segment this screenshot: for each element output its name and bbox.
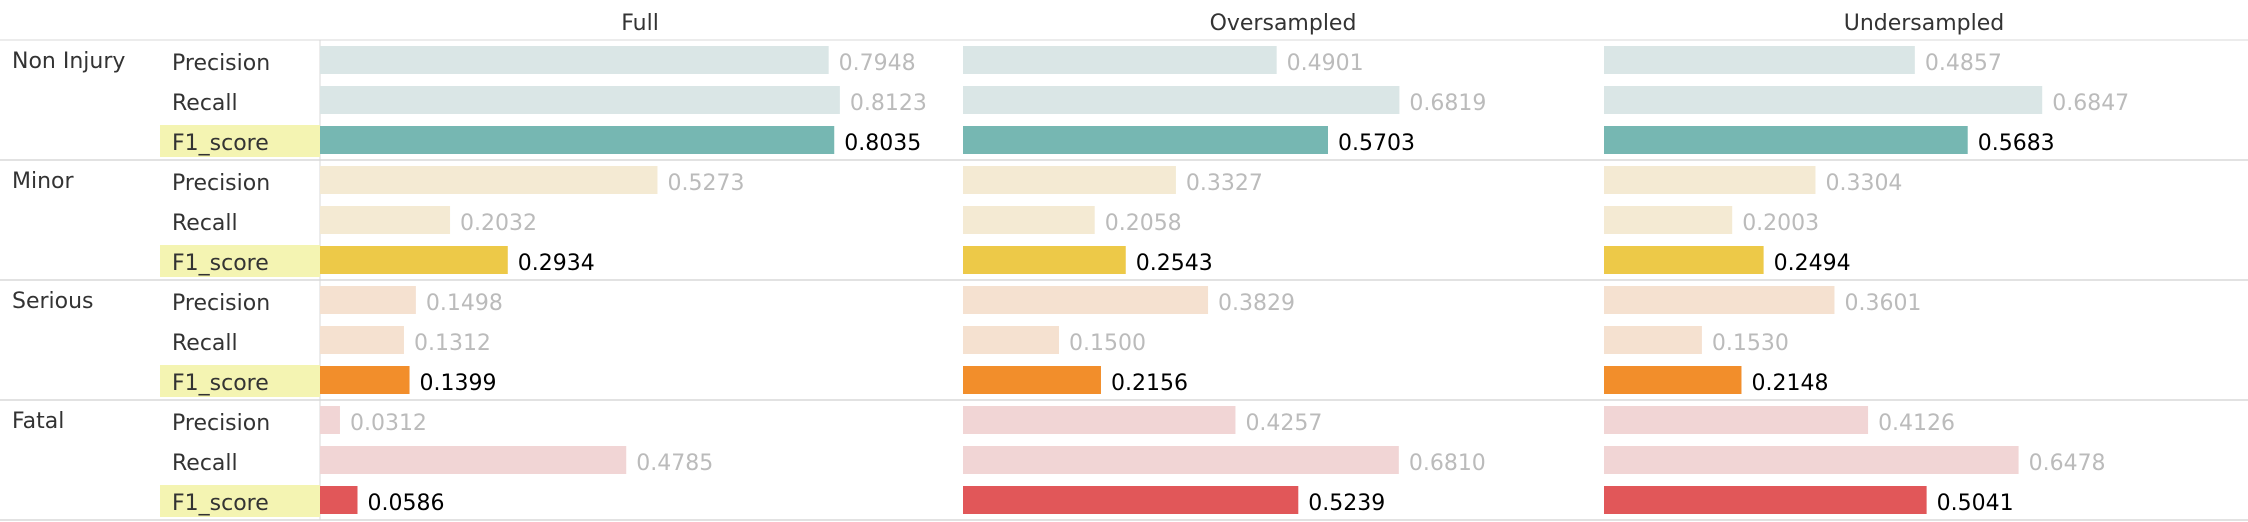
group-label-non-injury: Non Injury: [12, 49, 125, 74]
bar-fatal-oversampled-precision: [963, 406, 1236, 434]
value-label-fatal-undersampled-recall: 0.6478: [2029, 451, 2106, 476]
value-label-non-injury-full-f1-score: 0.8035: [844, 131, 921, 156]
value-label-serious-undersampled-precision: 0.3601: [1844, 291, 1921, 316]
group-label-fatal: Fatal: [12, 409, 64, 434]
value-label-serious-full-precision: 0.1498: [426, 291, 503, 316]
highlight-cell-minor: [160, 245, 320, 277]
metric-label-serious-recall: Recall: [172, 331, 238, 356]
bar-minor-full-f1-score: [320, 246, 508, 274]
metric-label-serious-f1-score: F1_score: [172, 371, 269, 396]
metric-label-serious-precision: Precision: [172, 291, 270, 316]
highlight-cell-fatal: [160, 485, 320, 517]
bar-minor-full-precision: [320, 166, 658, 194]
bar-non-injury-undersampled-precision: [1604, 46, 1915, 74]
value-label-non-injury-undersampled-recall: 0.6847: [2052, 91, 2129, 116]
bar-serious-full-precision: [320, 286, 416, 314]
bar-non-injury-full-recall: [320, 86, 840, 114]
value-label-fatal-oversampled-precision: 0.4257: [1245, 411, 1322, 436]
bar-minor-undersampled-f1-score: [1604, 246, 1764, 274]
metric-label-non-injury-recall: Recall: [172, 91, 238, 116]
bar-serious-undersampled-precision: [1604, 286, 1835, 314]
value-label-non-injury-oversampled-f1-score: 0.5703: [1338, 131, 1415, 156]
bar-non-injury-oversampled-precision: [963, 46, 1277, 74]
value-label-minor-full-precision: 0.5273: [667, 171, 744, 196]
metric-label-minor-precision: Precision: [172, 171, 270, 196]
column-header-undersampled: Undersampled: [1844, 11, 2005, 36]
bar-fatal-full-precision: [320, 406, 340, 434]
column-header-oversampled: Oversampled: [1210, 11, 1357, 36]
bar-non-injury-undersampled-recall: [1604, 86, 2043, 114]
bar-non-injury-full-precision: [320, 46, 829, 74]
highlight-cell-non-injury: [160, 125, 320, 157]
value-label-serious-oversampled-recall: 0.1500: [1069, 331, 1146, 356]
bar-minor-oversampled-recall: [963, 206, 1095, 234]
value-label-serious-oversampled-precision: 0.3829: [1218, 291, 1295, 316]
bar-minor-oversampled-precision: [963, 166, 1176, 194]
value-label-serious-full-recall: 0.1312: [414, 331, 491, 356]
metric-label-fatal-f1-score: F1_score: [172, 491, 269, 516]
bar-serious-undersampled-recall: [1604, 326, 1702, 354]
value-label-fatal-oversampled-recall: 0.6810: [1409, 451, 1486, 476]
bar-serious-oversampled-precision: [963, 286, 1209, 314]
value-label-minor-oversampled-precision: 0.3327: [1186, 171, 1263, 196]
group-label-serious: Serious: [12, 289, 94, 314]
bar-minor-undersampled-precision: [1604, 166, 1816, 194]
bar-minor-oversampled-f1-score: [963, 246, 1126, 274]
bar-fatal-oversampled-f1-score: [963, 486, 1299, 514]
value-label-minor-oversampled-recall: 0.2058: [1105, 211, 1182, 236]
value-label-non-injury-full-recall: 0.8123: [850, 91, 927, 116]
bar-fatal-oversampled-recall: [963, 446, 1399, 474]
value-label-fatal-full-precision: 0.0312: [350, 411, 427, 436]
value-label-fatal-oversampled-f1-score: 0.5239: [1308, 491, 1385, 516]
metric-label-fatal-precision: Precision: [172, 411, 270, 436]
bar-serious-undersampled-f1-score: [1604, 366, 1742, 394]
bar-minor-undersampled-recall: [1604, 206, 1733, 234]
bar-serious-oversampled-f1-score: [963, 366, 1101, 394]
bar-fatal-undersampled-f1-score: [1604, 486, 1927, 514]
value-label-minor-oversampled-f1-score: 0.2543: [1136, 251, 1213, 276]
value-label-minor-full-f1-score: 0.2934: [518, 251, 595, 276]
metric-label-fatal-recall: Recall: [172, 451, 238, 476]
bar-non-injury-oversampled-recall: [963, 86, 1400, 114]
metric-label-non-injury-precision: Precision: [172, 51, 270, 76]
metric-label-minor-recall: Recall: [172, 211, 238, 236]
bar-serious-full-f1-score: [320, 366, 410, 394]
value-label-serious-full-f1-score: 0.1399: [420, 371, 497, 396]
bar-minor-full-recall: [320, 206, 451, 234]
bar-fatal-undersampled-precision: [1604, 406, 1869, 434]
value-label-non-injury-undersampled-f1-score: 0.5683: [1978, 131, 2055, 156]
bar-fatal-full-f1-score: [320, 486, 358, 514]
bar-fatal-full-recall: [320, 446, 627, 474]
value-label-serious-undersampled-recall: 0.1530: [1712, 331, 1789, 356]
value-label-minor-full-recall: 0.2032: [460, 211, 537, 236]
highlight-cell-serious: [160, 365, 320, 397]
value-label-non-injury-oversampled-recall: 0.6819: [1409, 91, 1486, 116]
metric-label-minor-f1-score: F1_score: [172, 251, 269, 276]
value-label-minor-undersampled-f1-score: 0.2494: [1774, 251, 1851, 276]
value-label-serious-undersampled-f1-score: 0.2148: [1751, 371, 1828, 396]
metric-label-non-injury-f1-score: F1_score: [172, 131, 269, 156]
value-label-non-injury-full-precision: 0.7948: [839, 51, 916, 76]
value-label-fatal-undersampled-f1-score: 0.5041: [1937, 491, 2014, 516]
column-header-full: Full: [621, 11, 659, 36]
value-label-fatal-full-f1-score: 0.0586: [368, 491, 445, 516]
bar-serious-full-recall: [320, 326, 404, 354]
value-label-non-injury-undersampled-precision: 0.4857: [1925, 51, 2002, 76]
bar-serious-oversampled-recall: [963, 326, 1059, 354]
bar-non-injury-undersampled-f1-score: [1604, 126, 1968, 154]
group-label-minor: Minor: [12, 169, 74, 194]
bar-fatal-undersampled-recall: [1604, 446, 2019, 474]
value-label-fatal-undersampled-precision: 0.4126: [1878, 411, 1955, 436]
value-label-non-injury-oversampled-precision: 0.4901: [1287, 51, 1364, 76]
value-label-minor-undersampled-recall: 0.2003: [1742, 211, 1819, 236]
bar-non-injury-oversampled-f1-score: [963, 126, 1328, 154]
value-label-minor-undersampled-precision: 0.3304: [1825, 171, 1902, 196]
value-label-fatal-full-recall: 0.4785: [636, 451, 713, 476]
bar-non-injury-full-f1-score: [320, 126, 835, 154]
value-label-serious-oversampled-f1-score: 0.2156: [1111, 371, 1188, 396]
